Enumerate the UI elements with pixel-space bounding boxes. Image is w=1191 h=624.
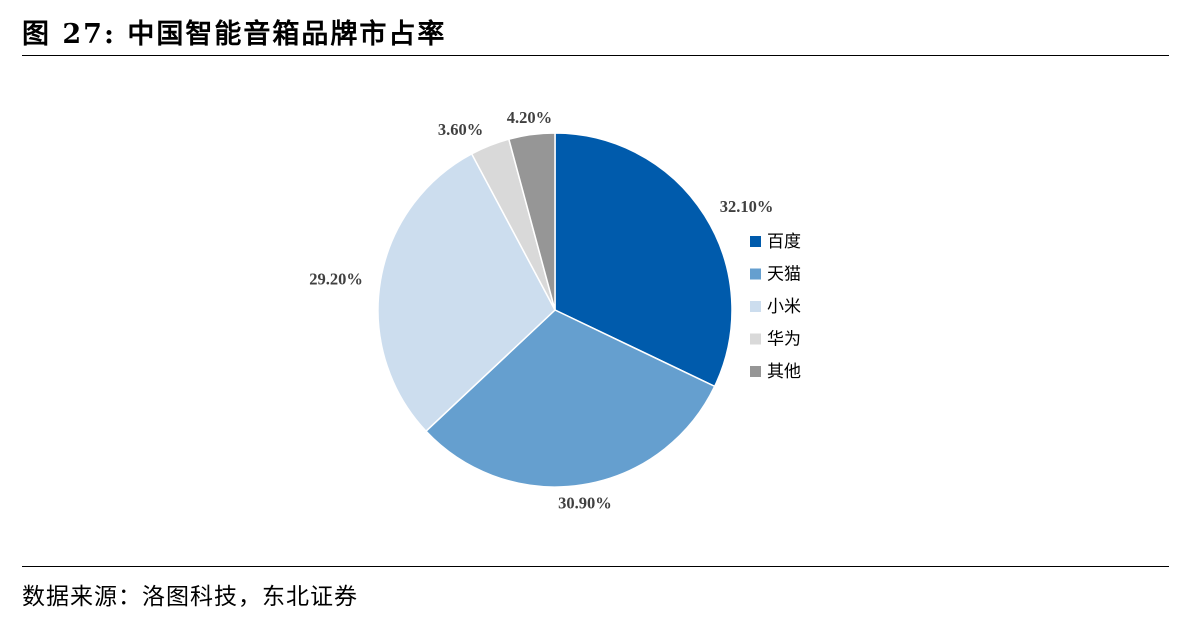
- legend-swatch-3: [750, 301, 761, 312]
- title-divider: [22, 55, 1169, 56]
- slice-label-5: 4.20%: [507, 108, 552, 127]
- slice-label-3: 29.20%: [309, 269, 363, 288]
- legend-swatch-1: [750, 236, 761, 247]
- legend-label-1: 百度: [767, 232, 801, 252]
- legend-label-2: 天猫: [767, 265, 801, 285]
- legend-label-5: 其他: [767, 362, 801, 382]
- legend-label-3: 小米: [767, 297, 801, 317]
- slice-labels: 32.10% 30.90% 29.20% 3.60% 4.20%: [309, 108, 773, 512]
- legend-swatch-2: [750, 268, 761, 280]
- pie-slice-1: [554, 132, 733, 388]
- slice-label-1: 32.10%: [720, 197, 774, 216]
- slice-label-4: 3.60%: [438, 120, 483, 139]
- figure-source: 数据来源：洛图科技，东北证券: [22, 584, 358, 610]
- pie-slice-3: [377, 152, 556, 433]
- figure-title: 图 27: 中国智能音箱品牌市占率: [22, 19, 447, 50]
- slice-label-2: 30.90%: [558, 493, 612, 512]
- pie-slices: [377, 132, 733, 488]
- legend-label-4: 华为: [767, 330, 801, 350]
- pie-slice-2: [424, 309, 716, 488]
- source-divider: [22, 566, 1169, 567]
- pie-slice-5: [507, 132, 556, 311]
- legend-swatch-5: [750, 366, 761, 377]
- legend-swatch-4: [750, 333, 761, 345]
